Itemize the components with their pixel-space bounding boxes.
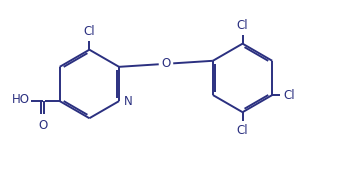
Text: O: O <box>162 57 171 70</box>
Text: Cl: Cl <box>84 25 95 38</box>
Text: Cl: Cl <box>283 89 295 102</box>
Text: O: O <box>38 119 47 132</box>
Text: Cl: Cl <box>237 124 249 137</box>
Text: Cl: Cl <box>237 18 249 32</box>
Text: N: N <box>124 95 133 108</box>
Text: HO: HO <box>12 93 30 106</box>
